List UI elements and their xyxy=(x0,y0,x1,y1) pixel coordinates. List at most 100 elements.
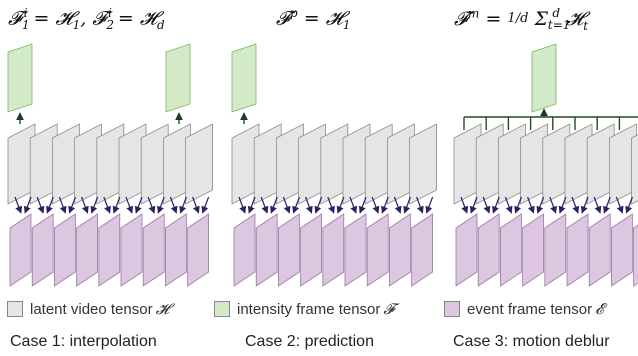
legend-item-event: event frame tensor 𝓔 xyxy=(444,300,604,318)
case1-event-frame xyxy=(187,213,210,287)
case1-event-arrow xyxy=(179,196,187,214)
case3-event-frame xyxy=(633,224,638,287)
case3-event-frame xyxy=(611,213,633,287)
event-swatch-icon xyxy=(444,301,460,317)
case2-event-frame xyxy=(366,213,389,287)
case3-event-arrow xyxy=(603,196,611,214)
case1-event-arrow xyxy=(90,196,99,214)
latent-swatch-icon xyxy=(7,301,23,317)
case1-output-frame-first xyxy=(7,43,33,113)
case1-event-arrow xyxy=(192,196,200,214)
case3-event-arrow xyxy=(580,196,589,214)
case1-event-frame xyxy=(31,213,54,287)
case1-output-frame-last xyxy=(165,43,191,113)
case1-event-frame xyxy=(9,213,32,287)
case2-event-frame xyxy=(277,213,300,287)
case1-event-frame xyxy=(98,213,121,287)
case3-event-arrow xyxy=(593,196,602,214)
case1-event-arrow xyxy=(157,196,165,214)
panels-group xyxy=(7,43,638,287)
case2-event-arrow xyxy=(260,196,269,214)
caption-case1: Case 1: interpolation xyxy=(10,333,157,350)
case1-event-arrow xyxy=(125,196,134,214)
case3-event-arrow xyxy=(558,196,567,214)
case1-event-arrow xyxy=(36,196,45,214)
case3-event-arrow xyxy=(625,196,633,214)
case3-event-arrow xyxy=(615,196,624,214)
case2-event-arrow xyxy=(425,196,434,214)
case2-event-arrow xyxy=(282,196,291,214)
case1-event-arrow xyxy=(103,196,111,214)
case2-event-arrow xyxy=(305,196,313,214)
legend-label-latent: latent video tensor xyxy=(30,300,153,318)
case3-event-arrow xyxy=(549,196,557,214)
case2-event-frame xyxy=(255,213,278,287)
case1-event-arrow xyxy=(81,196,89,214)
case1-event-arrow xyxy=(147,196,156,214)
case2-event-arrow xyxy=(327,196,335,214)
case2-event-arrow xyxy=(371,196,380,214)
case2-event-arrow xyxy=(292,196,300,214)
legend-symbol-event: 𝓔 xyxy=(595,300,604,318)
case1-event-arrow xyxy=(201,196,210,214)
case3-event-arrow xyxy=(460,196,469,214)
case3-event-arrow xyxy=(482,196,491,214)
legend-symbol-intensity: 𝓕 xyxy=(383,300,395,318)
case2-event-frame xyxy=(344,213,367,287)
case3-event-arrow xyxy=(469,196,478,214)
case2-event-frame xyxy=(233,213,256,287)
case1-latent-frame xyxy=(185,123,214,205)
case2-event-arrow xyxy=(336,196,345,214)
case1-event-frame xyxy=(164,213,187,287)
case1-event-frame xyxy=(142,213,165,287)
legend-label-intensity: intensity frame tensor xyxy=(237,300,381,318)
case1-event-arrow xyxy=(14,196,23,214)
case2-event-arrow xyxy=(247,196,256,214)
case3-event-frame xyxy=(477,213,500,287)
case3-event-frame xyxy=(455,213,478,287)
case2-event-frame xyxy=(300,213,323,287)
case1-event-arrow xyxy=(23,196,32,214)
case2-event-arrow xyxy=(358,196,367,214)
case1-event-frame xyxy=(120,213,143,287)
case3-event-frame xyxy=(499,213,522,287)
case1-event-arrow xyxy=(58,196,67,214)
case2-event-arrow xyxy=(393,196,402,214)
case2-event-frame xyxy=(388,213,411,287)
case1-event-frame xyxy=(54,213,76,287)
case1-event-arrow xyxy=(112,196,121,214)
case3-event-frame xyxy=(588,213,611,287)
case3-event-arrow xyxy=(571,196,580,214)
case2-event-arrow xyxy=(270,196,278,214)
case2-event-frame xyxy=(322,213,345,287)
case3-event-arrow xyxy=(504,196,513,214)
case3-latent-frame xyxy=(631,134,638,205)
case2-output-frame xyxy=(231,43,257,113)
intensity-swatch-icon xyxy=(214,301,230,317)
caption-case3: Case 3: motion deblur xyxy=(453,333,610,350)
caption-case2: Case 2: prediction xyxy=(245,333,374,350)
equation-case3: 𝓕m = 1/d Σt=1d 𝓗t xyxy=(454,6,589,33)
case1-event-arrow xyxy=(169,196,178,214)
case3-event-arrow xyxy=(536,196,545,214)
legend-symbol-latent: 𝓗 xyxy=(155,300,170,318)
case3-event-arrow xyxy=(527,196,535,214)
case2-event-frame xyxy=(411,213,434,287)
case3-output-frame xyxy=(531,43,557,113)
case2-event-arrow xyxy=(416,196,424,214)
case2-event-arrow xyxy=(238,196,247,214)
case1-event-arrow xyxy=(134,196,143,214)
case1-event-arrow xyxy=(46,196,54,214)
case2-event-arrow xyxy=(381,196,389,214)
equation-case1: 𝓕1i = 𝓗1, 𝓕2i = 𝓗d xyxy=(8,6,165,33)
case2-event-arrow xyxy=(403,196,411,214)
case3-event-frame xyxy=(544,213,567,287)
case2-latent-frame xyxy=(409,123,438,205)
case2-event-arrow xyxy=(349,196,358,214)
case3-event-arrow xyxy=(492,196,500,214)
legend-item-intensity: intensity frame tensor 𝓕 xyxy=(214,300,394,318)
equation-case2: 𝓕p = 𝓗1 xyxy=(276,6,351,33)
legend-item-latent: latent video tensor 𝓗 xyxy=(7,300,169,318)
case1-event-arrow xyxy=(68,196,76,214)
